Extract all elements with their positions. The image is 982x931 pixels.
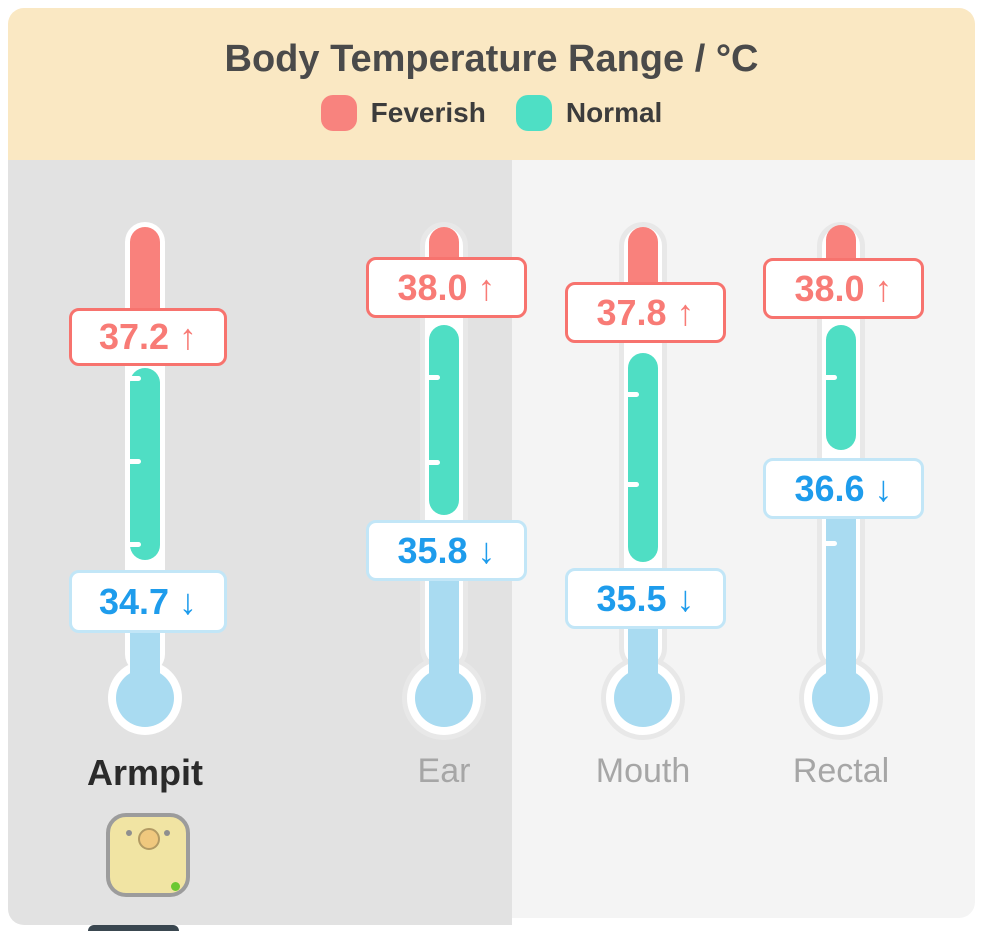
thermometer-column-armpit[interactable]: 37.2 ↑ 34.7 ↓ Armpit bbox=[45, 200, 245, 920]
site-label-armpit[interactable]: Armpit bbox=[87, 752, 203, 793]
chart-title: Body Temperature Range / °C bbox=[224, 37, 759, 80]
degree-tick bbox=[624, 392, 639, 397]
head-icon bbox=[138, 828, 160, 850]
thermometer-bulb-fill bbox=[116, 669, 174, 727]
max-temp-value: 38.0 ↑ bbox=[397, 266, 496, 308]
degree-tick bbox=[822, 541, 837, 546]
chart-header: Body Temperature Range / °C Feverish Nor… bbox=[8, 8, 975, 160]
site-label-rectal[interactable]: Rectal bbox=[792, 752, 890, 790]
max-temp-badge: 37.2 ↑ bbox=[69, 308, 227, 366]
feverish-swatch-icon bbox=[320, 94, 357, 131]
min-temp-value: 36.6 ↓ bbox=[794, 467, 893, 509]
degree-tick bbox=[126, 459, 141, 464]
max-temp-value: 37.8 ↑ bbox=[596, 291, 695, 333]
shoulder-dot-icon bbox=[126, 830, 132, 836]
max-temp-badge: 37.8 ↑ bbox=[565, 282, 726, 343]
normal-range-fill bbox=[826, 325, 856, 450]
degree-tick bbox=[126, 542, 141, 547]
degree-tick bbox=[425, 460, 440, 465]
min-temp-badge: 36.6 ↓ bbox=[763, 458, 924, 519]
legend-label: Feverish bbox=[370, 96, 486, 128]
legend-item-normal: Normal bbox=[515, 94, 663, 131]
thermometer-column-mouth[interactable]: 37.8 ↑ 35.5 ↓ Mouth bbox=[543, 200, 743, 920]
max-temp-value: 37.2 ↑ bbox=[98, 316, 198, 357]
min-temp-value: 35.5 ↓ bbox=[596, 577, 695, 619]
thermometer-bulb-fill bbox=[614, 669, 672, 727]
normal-range-fill bbox=[130, 368, 160, 560]
site-label-ear[interactable]: Ear bbox=[417, 752, 471, 790]
site-label-mouth[interactable]: Mouth bbox=[595, 752, 691, 790]
thermometer-bulb-fill bbox=[415, 669, 473, 727]
status-dot-icon bbox=[171, 882, 180, 891]
min-temp-value: 35.8 ↓ bbox=[397, 529, 496, 571]
legend-label: Normal bbox=[565, 96, 663, 128]
thermometer-column-rectal[interactable]: 38.0 ↑ 36.6 ↓ Rectal bbox=[741, 200, 941, 920]
legend: Feverish Normal bbox=[320, 94, 663, 131]
max-temp-value: 38.0 ↑ bbox=[794, 267, 893, 309]
armpit-body-icon[interactable] bbox=[106, 813, 190, 897]
shoulder-dot-icon bbox=[164, 830, 170, 836]
thermometer-column-ear[interactable]: 38.0 ↑ 35.8 ↓ Ear bbox=[344, 200, 544, 920]
normal-range-fill bbox=[429, 325, 459, 515]
min-temp-badge: 35.5 ↓ bbox=[565, 568, 726, 629]
thermometer-bulb-fill bbox=[812, 669, 870, 727]
max-temp-badge: 38.0 ↑ bbox=[763, 258, 924, 319]
degree-tick bbox=[822, 375, 837, 380]
degree-tick bbox=[126, 376, 141, 381]
cutoff-element bbox=[88, 925, 179, 931]
normal-swatch-icon bbox=[515, 94, 552, 131]
min-temp-value: 34.7 ↓ bbox=[98, 580, 198, 622]
degree-tick bbox=[425, 375, 440, 380]
normal-range-fill bbox=[628, 353, 658, 562]
max-temp-badge: 38.0 ↑ bbox=[366, 257, 527, 318]
min-temp-badge: 34.7 ↓ bbox=[69, 570, 227, 633]
degree-tick bbox=[624, 482, 639, 487]
min-temp-badge: 35.8 ↓ bbox=[366, 520, 527, 581]
legend-item-feverish: Feverish bbox=[320, 94, 486, 131]
